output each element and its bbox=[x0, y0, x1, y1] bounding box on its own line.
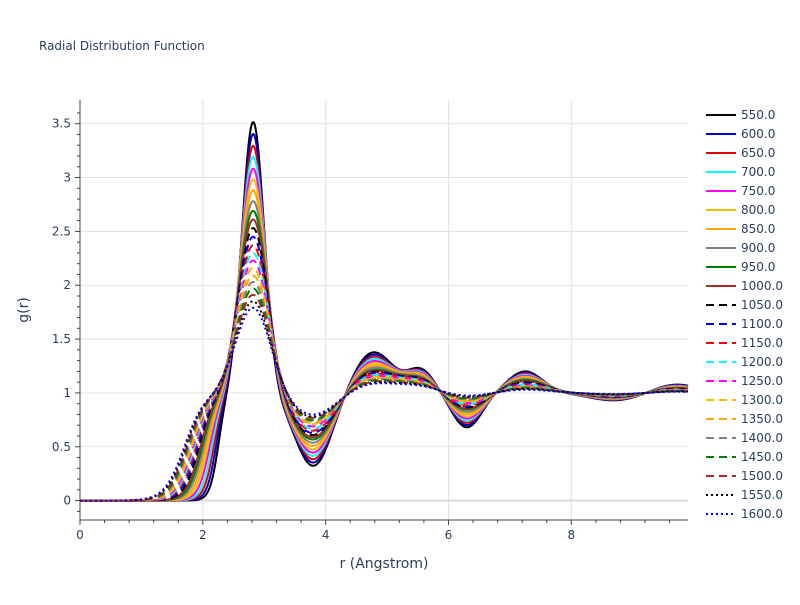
x-tick-label: 6 bbox=[445, 528, 453, 542]
legend-item[interactable]: 650.0 bbox=[706, 146, 775, 160]
legend-label: 550.0 bbox=[741, 108, 775, 122]
x-tick-label: 8 bbox=[567, 528, 575, 542]
legend-item[interactable]: 800.0 bbox=[706, 203, 775, 217]
legend-item[interactable]: 1050.0 bbox=[706, 298, 783, 312]
legend-label: 850.0 bbox=[741, 222, 775, 236]
plot-area bbox=[80, 100, 689, 520]
series-layer bbox=[80, 121, 689, 502]
legend-label: 900.0 bbox=[741, 241, 775, 255]
legend-label: 1400.0 bbox=[741, 431, 783, 445]
series-line-1550-0 bbox=[80, 300, 689, 502]
y-axis-title: g(r) bbox=[16, 297, 32, 323]
legend-label: 800.0 bbox=[741, 203, 775, 217]
y-tick-label: 0.5 bbox=[52, 440, 71, 454]
legend-item[interactable]: 1500.0 bbox=[706, 469, 783, 483]
y-tick-label: 0 bbox=[63, 494, 71, 508]
legend-label: 750.0 bbox=[741, 184, 775, 198]
legend-item[interactable]: 1350.0 bbox=[706, 412, 783, 426]
y-tick-label: 3 bbox=[63, 171, 71, 185]
legend-item[interactable]: 1400.0 bbox=[706, 431, 783, 445]
legend-label: 700.0 bbox=[741, 165, 775, 179]
legend-label: 600.0 bbox=[741, 127, 775, 141]
legend-label: 1250.0 bbox=[741, 374, 783, 388]
legend-label: 950.0 bbox=[741, 260, 775, 274]
legend-label: 1550.0 bbox=[741, 488, 783, 502]
y-tick-label: 2.5 bbox=[52, 224, 71, 238]
legend-label: 1100.0 bbox=[741, 317, 783, 331]
series-line-1450-0 bbox=[80, 287, 689, 502]
legend-item[interactable]: 1200.0 bbox=[706, 355, 783, 369]
legend-item[interactable]: 1450.0 bbox=[706, 450, 783, 464]
y-tick-label: 3.5 bbox=[52, 117, 71, 131]
legend-item[interactable]: 550.0 bbox=[706, 108, 775, 122]
x-axis-title: r (Angstrom) bbox=[340, 556, 429, 572]
x-tick-label: 0 bbox=[76, 528, 84, 542]
axes bbox=[75, 100, 688, 525]
legend-item[interactable]: 750.0 bbox=[706, 184, 775, 198]
legend-item[interactable]: 950.0 bbox=[706, 260, 775, 274]
tick-labels: 0 2 4 6 8 0 0.5 1 1.5 2 2.5 3 3.5 bbox=[52, 117, 575, 542]
legend-item[interactable]: 1000.0 bbox=[706, 279, 783, 293]
series-line-1250-0 bbox=[80, 259, 689, 502]
legend-item[interactable]: 700.0 bbox=[706, 165, 775, 179]
y-tick-label: 2 bbox=[63, 278, 71, 292]
y-tick-label: 1.5 bbox=[52, 332, 71, 346]
chart-title: Radial Distribution Function bbox=[39, 39, 205, 53]
legend-label: 1500.0 bbox=[741, 469, 783, 483]
legend[interactable]: 550.0 600.0 650.0 700.0 750.0 800.0 850.0 900.0… bbox=[706, 108, 783, 521]
legend-label: 1000.0 bbox=[741, 279, 783, 293]
legend-item[interactable]: 1100.0 bbox=[706, 317, 783, 331]
legend-item[interactable]: 900.0 bbox=[706, 241, 775, 255]
legend-label: 1150.0 bbox=[741, 336, 783, 350]
legend-item[interactable]: 1600.0 bbox=[706, 507, 783, 521]
legend-label: 1200.0 bbox=[741, 355, 783, 369]
legend-label: 650.0 bbox=[741, 146, 775, 160]
y-tick-label: 1 bbox=[63, 386, 71, 400]
legend-label: 1600.0 bbox=[741, 507, 783, 521]
legend-label: 1350.0 bbox=[741, 412, 783, 426]
legend-item[interactable]: 1250.0 bbox=[706, 374, 783, 388]
legend-item[interactable]: 1550.0 bbox=[706, 488, 783, 502]
legend-item[interactable]: 600.0 bbox=[706, 127, 775, 141]
legend-label: 1450.0 bbox=[741, 450, 783, 464]
x-tick-label: 2 bbox=[199, 528, 207, 542]
legend-label: 1050.0 bbox=[741, 298, 783, 312]
legend-label: 1300.0 bbox=[741, 393, 783, 407]
series-line-1350-0 bbox=[80, 274, 689, 502]
legend-item[interactable]: 850.0 bbox=[706, 222, 775, 236]
legend-item[interactable]: 1300.0 bbox=[706, 393, 783, 407]
x-tick-label: 4 bbox=[322, 528, 330, 542]
legend-item[interactable]: 1150.0 bbox=[706, 336, 783, 350]
